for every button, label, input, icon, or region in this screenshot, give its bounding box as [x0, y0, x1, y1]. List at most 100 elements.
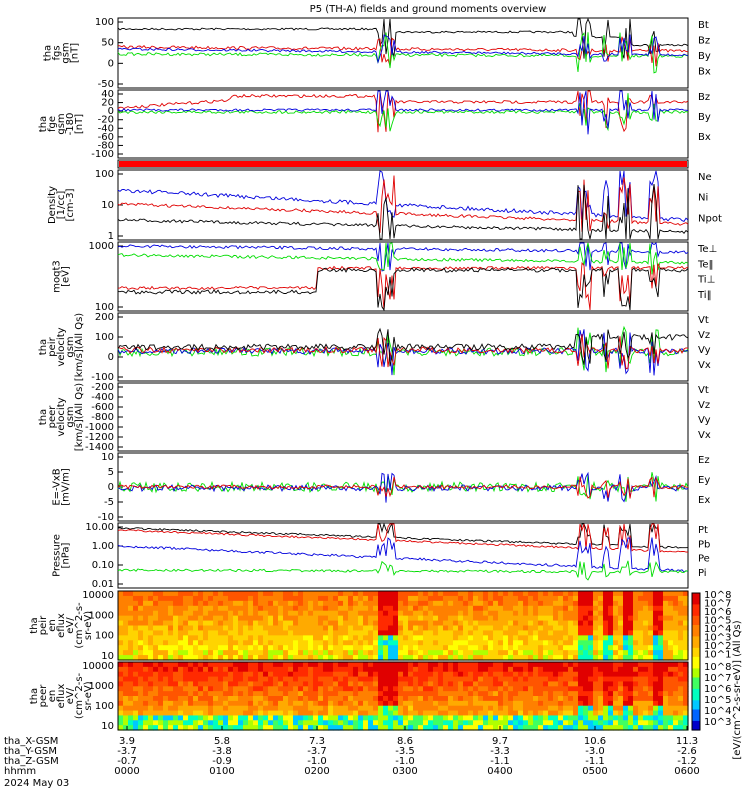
spectrogram-cell: [628, 686, 634, 692]
spectrogram-cell: [543, 710, 549, 717]
spectrogram-cell: [543, 666, 549, 673]
spectrogram-cell: [378, 686, 384, 692]
spectrogram-cell: [248, 691, 254, 697]
spectrogram-cell: [143, 620, 149, 627]
spectrogram-cell: [388, 595, 394, 602]
colorbar-step: [692, 636, 700, 640]
spectrogram-cell: [488, 676, 494, 683]
spectrogram-cell: [518, 655, 524, 661]
spectrogram-cell: [558, 666, 564, 673]
spectrogram-cell: [278, 595, 284, 602]
spectrogram-cell: [523, 725, 529, 731]
spectrogram-cell: [523, 591, 529, 597]
spectrogram-cell: [118, 655, 124, 661]
colorbar-tick: 10^4: [704, 624, 731, 635]
spectrogram-cell: [393, 595, 399, 602]
spectrogram-cell: [298, 696, 304, 702]
spectrogram-cell: [178, 610, 184, 617]
spectrogram-cell: [423, 671, 429, 678]
spectrogram-cell: [658, 710, 664, 717]
spectrogram-cell: [123, 591, 129, 597]
y-axis-label: eV/: [65, 687, 76, 704]
spectrogram-cell: [463, 615, 469, 622]
spectrogram-cell: [348, 625, 354, 632]
spectrogram-cell: [438, 686, 444, 692]
spectrogram-cell: [383, 662, 389, 668]
spectrogram-cell: [293, 640, 299, 646]
spectrogram-cell: [303, 655, 309, 661]
data-line: [117, 476, 689, 499]
spectrogram-cell: [668, 640, 674, 646]
spectrogram-cell: [438, 640, 444, 646]
spectrogram-cell: [183, 605, 189, 612]
spectrogram-cell: [193, 686, 199, 692]
data-line: [117, 93, 689, 132]
spectrogram-cell: [513, 600, 519, 607]
spectrogram-cell: [633, 725, 639, 731]
spectrogram-cell: [453, 640, 459, 646]
spectrogram-cell: [143, 715, 149, 721]
spectrogram-cell: [188, 655, 194, 661]
spectrogram-cell: [583, 715, 589, 721]
spectrogram-cell: [148, 681, 154, 687]
spectrogram-cell: [678, 620, 684, 627]
y-tick-label: 100: [95, 631, 114, 642]
spectrogram-cell: [123, 640, 129, 646]
spectrogram-cell: [303, 630, 309, 636]
spectrogram-cell: [383, 620, 389, 627]
spectrogram-cell: [548, 700, 554, 707]
spectrogram-cell: [303, 686, 309, 692]
spectrogram-cell: [328, 645, 334, 651]
spectrogram-cell: [368, 591, 374, 597]
spectrogram-cell: [128, 591, 134, 597]
spectrogram-cell: [508, 691, 514, 697]
spectrogram-cell: [298, 605, 304, 612]
spectrogram-cell: [268, 655, 274, 661]
spectrogram-cell: [548, 691, 554, 697]
spectrogram-cell: [313, 720, 319, 726]
spectrogram-cell: [133, 681, 139, 687]
spectrogram-cell: [418, 705, 424, 712]
spectrogram-cell: [373, 705, 379, 712]
spectrogram-cell: [468, 620, 474, 627]
spectrogram-cell: [563, 640, 569, 646]
spectrogram-cell: [198, 645, 204, 651]
spectrogram-cell: [543, 630, 549, 636]
spectrogram-cell: [443, 605, 449, 612]
spectrogram-cell: [468, 655, 474, 661]
colorbar-step: [692, 679, 700, 683]
spectrogram-cell: [408, 610, 414, 617]
y-tick-label: 10.00: [85, 522, 114, 533]
spectrogram-cell: [233, 600, 239, 607]
spectrogram-cell: [428, 635, 434, 641]
series-blue: [117, 471, 689, 503]
spectrogram-cell: [383, 635, 389, 641]
spectrogram-cell: [668, 676, 674, 683]
spectrogram-cell: [433, 635, 439, 641]
spectrogram-cell: [383, 640, 389, 646]
spectrogram-cell: [153, 681, 159, 687]
spectrogram-cell: [478, 705, 484, 712]
spectrogram-cell: [643, 655, 649, 661]
spectrogram-cell: [263, 615, 269, 622]
colorbar-step: [692, 604, 700, 608]
panel-7: -200-400-600-800-1000-1200-1400thapeerve…: [38, 382, 711, 453]
spectrogram-cell: [498, 696, 504, 702]
spectrogram-cell: [513, 650, 519, 656]
spectrogram-cell: [148, 630, 154, 636]
spectrogram-cell: [603, 610, 609, 617]
spectrogram-cell: [293, 686, 299, 692]
spectrogram-cell: [218, 662, 224, 668]
spectrogram-cell: [638, 720, 644, 726]
spectrogram-cell: [463, 650, 469, 656]
spectrogram-cell: [353, 630, 359, 636]
spectrogram-cell: [203, 645, 209, 651]
spectrogram-cell: [353, 666, 359, 673]
spectrogram-cell: [603, 630, 609, 636]
spectrogram-cell: [253, 615, 259, 622]
spectrogram-cell: [533, 681, 539, 687]
spectrogram-cell: [133, 635, 139, 641]
spectrogram-cell: [638, 662, 644, 668]
spectrogram-cell: [393, 635, 399, 641]
spectrogram-cell: [258, 666, 264, 673]
